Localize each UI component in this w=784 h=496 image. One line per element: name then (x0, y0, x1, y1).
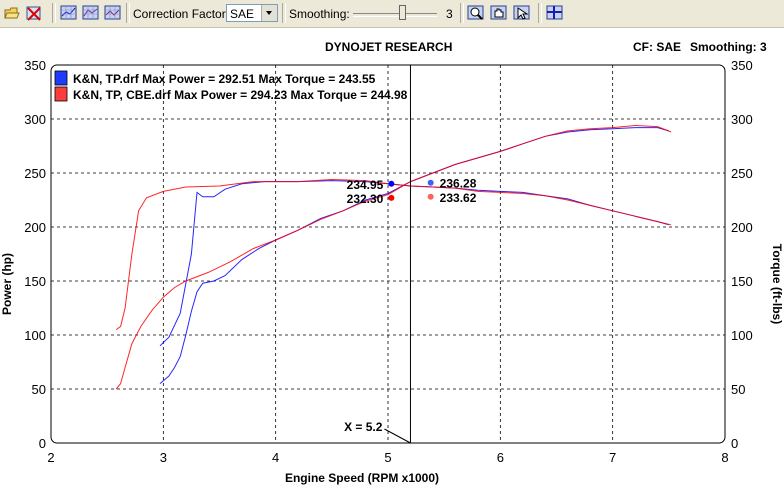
cursor-point-value: 234.95 (347, 178, 384, 192)
cursor-point-marker (427, 193, 434, 200)
x-axis-label: Engine Speed (RPM x1000) (285, 471, 439, 485)
clear-runs-icon[interactable] (25, 4, 43, 22)
toolbar-separator (282, 3, 286, 23)
y-axis-label-right: Torque (ft-lbs) (770, 244, 784, 324)
legend-entry: K&N, TP.drf Max Power = 292.51 Max Torqu… (73, 72, 376, 86)
cursor-point-value: 232.30 (347, 192, 384, 206)
open-folder-icon[interactable] (3, 4, 21, 22)
correction-factor-status: CF: SAE (633, 40, 681, 54)
x-tick-label: 8 (721, 450, 728, 465)
y-tick-label-right: 100 (731, 328, 753, 343)
y-tick-label-left: 200 (24, 220, 46, 235)
chart-header-title: DYNOJET RESEARCH (325, 40, 453, 54)
y-tick-label-right: 150 (731, 274, 753, 289)
y-tick-label-right: 50 (731, 382, 745, 397)
x-tick-label: 2 (47, 450, 54, 465)
zoom-icon[interactable] (467, 4, 485, 22)
smoothing-slider[interactable] (351, 4, 439, 24)
correction-factor-label: Correction Factor: (133, 7, 230, 21)
cursor-label: X = 5.2 (344, 420, 383, 434)
chevron-down-icon[interactable] (261, 5, 277, 21)
y-tick-label-right: 200 (731, 220, 753, 235)
x-tick-label: 6 (497, 450, 504, 465)
y-axis-label-left: Power (hp) (0, 253, 14, 315)
y-tick-label-left: 100 (24, 328, 46, 343)
y-tick-label-left: 50 (32, 382, 46, 397)
y-tick-label-left: 350 (24, 58, 46, 73)
smoothing-slider-track (353, 13, 437, 17)
cursor-point-marker (427, 179, 434, 186)
toolbar-separator (52, 3, 56, 23)
graph-view-1-icon[interactable] (60, 4, 78, 22)
cursor-point-value: 236.28 (440, 177, 477, 191)
cursor-point-marker (388, 194, 395, 201)
x-tick-label: 4 (272, 450, 279, 465)
toolbar: Correction Factor: SAE Smoothing: 3 (0, 0, 784, 28)
y-tick-label-right: 350 (731, 58, 753, 73)
legend-entry: K&N, TP, CBE.drf Max Power = 294.23 Max … (73, 88, 408, 102)
y-tick-label-left: 0 (39, 436, 46, 451)
y-tick-label-left: 300 (24, 112, 46, 127)
y-tick-label-right: 250 (731, 166, 753, 181)
cursor-point-value: 233.62 (440, 191, 477, 205)
y-tick-label-left: 150 (24, 274, 46, 289)
toolbar-separator (126, 3, 130, 23)
correction-factor-select[interactable]: SAE (226, 4, 278, 22)
cursor-label-leader (384, 428, 411, 444)
graph-view-3-icon[interactable] (104, 4, 122, 22)
x-tick-label: 7 (609, 450, 616, 465)
smoothing-status: Smoothing: 3 (690, 40, 767, 54)
x-tick-label: 5 (384, 450, 391, 465)
legend-swatch (54, 70, 68, 86)
cursor-point-marker (388, 180, 395, 187)
series-2-torque-line (115, 178, 672, 331)
smoothing-label: Smoothing: (289, 7, 350, 21)
correction-factor-value: SAE (230, 7, 255, 21)
dyno-chart[interactable]: 0 0 50 50 100 100 150 150 200 200 250 250 300 300 350 3… (0, 28, 784, 496)
hand-pan-icon[interactable] (490, 4, 508, 22)
smoothing-slider-thumb[interactable] (399, 5, 407, 20)
y-tick-label-right: 300 (731, 112, 753, 127)
cursor-select-icon[interactable] (513, 4, 531, 22)
toolbar-separator (538, 3, 542, 23)
smoothing-value: 3 (446, 7, 453, 21)
y-tick-label-left: 250 (24, 166, 46, 181)
legend-swatch (54, 86, 68, 102)
toolbar-separator (460, 3, 464, 23)
y-tick-label-right: 0 (731, 436, 738, 451)
grid-icon[interactable] (546, 4, 564, 22)
series-2-power-line (115, 124, 672, 390)
x-tick-label: 3 (160, 450, 167, 465)
graph-view-2-icon[interactable] (82, 4, 100, 22)
